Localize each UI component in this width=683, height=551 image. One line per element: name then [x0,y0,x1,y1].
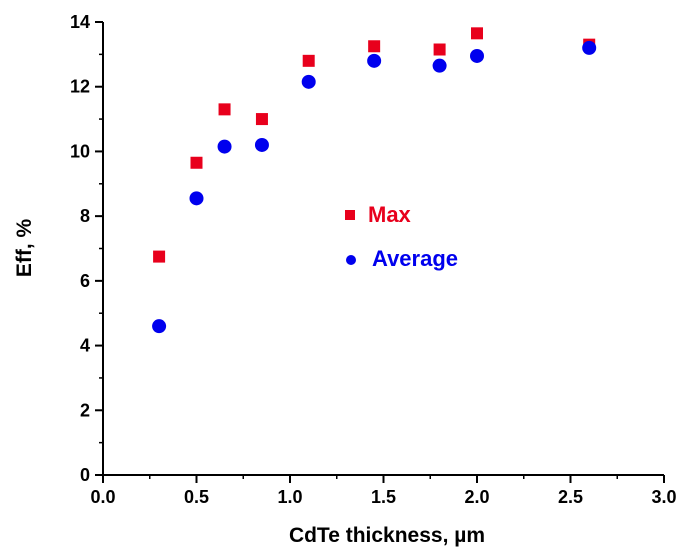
legend-average-label: Average [372,246,458,271]
x-tick-label: 2.0 [464,487,489,507]
data-point-average [189,191,204,206]
data-point-max [433,43,446,56]
legend: Max Average [345,202,458,271]
x-ticks: 0.0 0.5 1.0 1.5 2.0 2.5 3.0 [90,475,677,507]
x-tick-label: 1.0 [277,487,302,507]
data-point-max [471,27,483,40]
x-tick-label: 0.0 [90,487,115,507]
x-tick-label: 1.5 [371,487,396,507]
data-point-average [301,74,316,89]
data-point-max [302,54,315,67]
legend-max-marker [345,210,355,220]
x-axis-title: CdTe thickness, µm [289,524,485,547]
legend-average-marker [346,255,356,265]
x-tick-label: 3.0 [651,487,676,507]
data-point-max [218,103,231,116]
y-tick-label: 14 [70,12,90,32]
y-tick-label: 6 [80,271,90,291]
data-point-average [217,139,232,154]
y-tick-label: 8 [80,206,90,226]
x-tick-label: 0.5 [184,487,209,507]
legend-max-label: Max [368,202,412,227]
y-tick-label: 2 [80,400,90,420]
data-point-average [582,40,597,55]
data-point-max [153,250,166,263]
y-tick-label: 12 [70,77,90,97]
data-point-average [432,58,447,73]
y-ticks: 0 2 4 6 8 10 12 14 [70,12,103,485]
data-point-average [367,53,382,68]
series-layer [152,27,597,334]
data-point-average [152,319,167,334]
data-point-max [368,40,381,53]
y-tick-label: 0 [80,465,90,485]
data-point-average [470,48,484,63]
y-axis-title: Eff, % [13,219,36,278]
data-point-max [190,156,203,169]
data-point-max [255,113,268,126]
data-point-average [254,137,269,152]
x-tick-label: 2.5 [558,487,583,507]
y-tick-label: 4 [80,336,90,356]
y-tick-label: 10 [70,141,90,161]
